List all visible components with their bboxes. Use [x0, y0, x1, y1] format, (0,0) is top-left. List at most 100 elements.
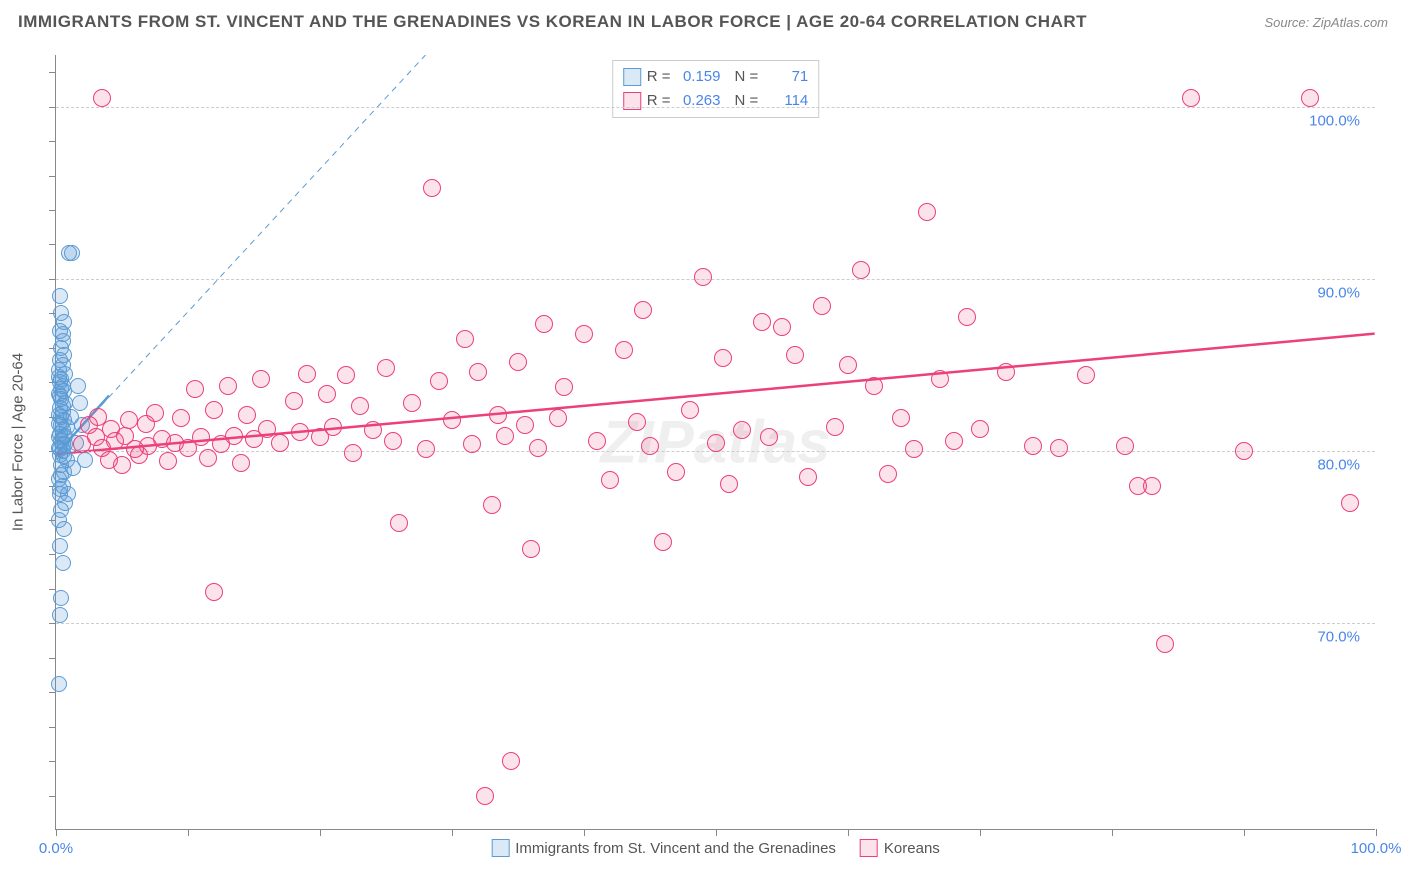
scatter-point: [1182, 89, 1200, 107]
scatter-point: [905, 440, 923, 458]
scatter-point: [70, 378, 86, 394]
scatter-point: [799, 468, 817, 486]
scatter-point: [892, 409, 910, 427]
scatter-point: [641, 437, 659, 455]
bottom-legend: Immigrants from St. Vincent and the Gren…: [491, 839, 940, 857]
scatter-point: [707, 434, 725, 452]
legend-swatch: [860, 839, 878, 857]
scatter-point: [318, 385, 336, 403]
scatter-point: [826, 418, 844, 436]
scatter-point: [344, 444, 362, 462]
scatter-point: [476, 787, 494, 805]
scatter-point: [516, 416, 534, 434]
scatter-point: [55, 326, 71, 342]
scatter-point: [918, 203, 936, 221]
y-tick: [49, 554, 56, 555]
x-tick: [1244, 829, 1245, 836]
scatter-point: [667, 463, 685, 481]
scatter-point: [997, 363, 1015, 381]
bottom-legend-item: Immigrants from St. Vincent and the Gren…: [491, 839, 836, 857]
scatter-point: [588, 432, 606, 450]
y-tick-label: 90.0%: [1317, 284, 1360, 301]
scatter-point: [186, 380, 204, 398]
scatter-point: [720, 475, 738, 493]
scatter-point: [205, 401, 223, 419]
legend-label: Koreans: [884, 840, 940, 857]
scatter-point: [654, 533, 672, 551]
scatter-point: [463, 435, 481, 453]
scatter-point: [337, 366, 355, 384]
scatter-point: [773, 318, 791, 336]
scatter-point: [52, 538, 68, 554]
scatter-point: [1301, 89, 1319, 107]
scatter-point: [205, 583, 223, 601]
scatter-point: [1050, 439, 1068, 457]
scatter-point: [72, 395, 88, 411]
scatter-point: [199, 449, 217, 467]
x-tick: [716, 829, 717, 836]
scatter-point: [945, 432, 963, 450]
y-tick: [49, 692, 56, 693]
scatter-point: [172, 409, 190, 427]
title-row: IMMIGRANTS FROM ST. VINCENT AND THE GREN…: [18, 12, 1388, 32]
x-tick: [980, 829, 981, 836]
y-tick: [49, 279, 56, 280]
scatter-point: [971, 420, 989, 438]
chart-source: Source: ZipAtlas.com: [1264, 15, 1388, 30]
x-tick: [452, 829, 453, 836]
scatter-point: [238, 406, 256, 424]
y-tick: [49, 72, 56, 73]
x-tick: [320, 829, 321, 836]
x-tick-label: 0.0%: [39, 840, 73, 857]
y-tick: [49, 623, 56, 624]
scatter-point: [51, 407, 67, 423]
legend-label: Immigrants from St. Vincent and the Gren…: [515, 840, 836, 857]
scatter-point: [351, 397, 369, 415]
scatter-point: [384, 432, 402, 450]
scatter-point: [535, 315, 553, 333]
scatter-point: [549, 409, 567, 427]
scatter-point: [53, 305, 69, 321]
n-value: 71: [764, 65, 808, 89]
scatter-point: [51, 676, 67, 692]
scatter-point: [1143, 477, 1161, 495]
scatter-point: [1116, 437, 1134, 455]
y-axis-label: In Labor Force | Age 20-64: [10, 353, 27, 531]
scatter-point: [958, 308, 976, 326]
scatter-point: [714, 349, 732, 367]
scatter-point: [225, 427, 243, 445]
scatter-point: [52, 288, 68, 304]
scatter-point: [1077, 366, 1095, 384]
scatter-point: [93, 89, 111, 107]
scatter-point: [298, 365, 316, 383]
scatter-point: [601, 471, 619, 489]
scatter-point: [483, 496, 501, 514]
scatter-point: [443, 411, 461, 429]
scatter-point: [496, 427, 514, 445]
y-tick: [49, 796, 56, 797]
scatter-point: [615, 341, 633, 359]
y-tick: [49, 589, 56, 590]
chart-container: IMMIGRANTS FROM ST. VINCENT AND THE GREN…: [0, 0, 1406, 892]
scatter-point: [529, 439, 547, 457]
y-tick: [49, 658, 56, 659]
x-tick: [188, 829, 189, 836]
y-tick: [49, 210, 56, 211]
scatter-point: [489, 406, 507, 424]
stat-legend: R =0.159N =71R =0.263N =114: [612, 60, 820, 118]
stat-legend-row: R =0.159N =71: [623, 65, 809, 89]
scatter-point: [64, 245, 80, 261]
scatter-point: [364, 421, 382, 439]
scatter-point: [120, 411, 138, 429]
scatter-point: [555, 378, 573, 396]
r-label: R =: [647, 65, 671, 89]
scatter-point: [423, 179, 441, 197]
scatter-point: [146, 404, 164, 422]
y-tick-label: 70.0%: [1317, 629, 1360, 646]
scatter-point: [502, 752, 520, 770]
x-tick: [584, 829, 585, 836]
scatter-point: [291, 423, 309, 441]
scatter-point: [55, 555, 71, 571]
scatter-point: [390, 514, 408, 532]
scatter-point: [113, 456, 131, 474]
